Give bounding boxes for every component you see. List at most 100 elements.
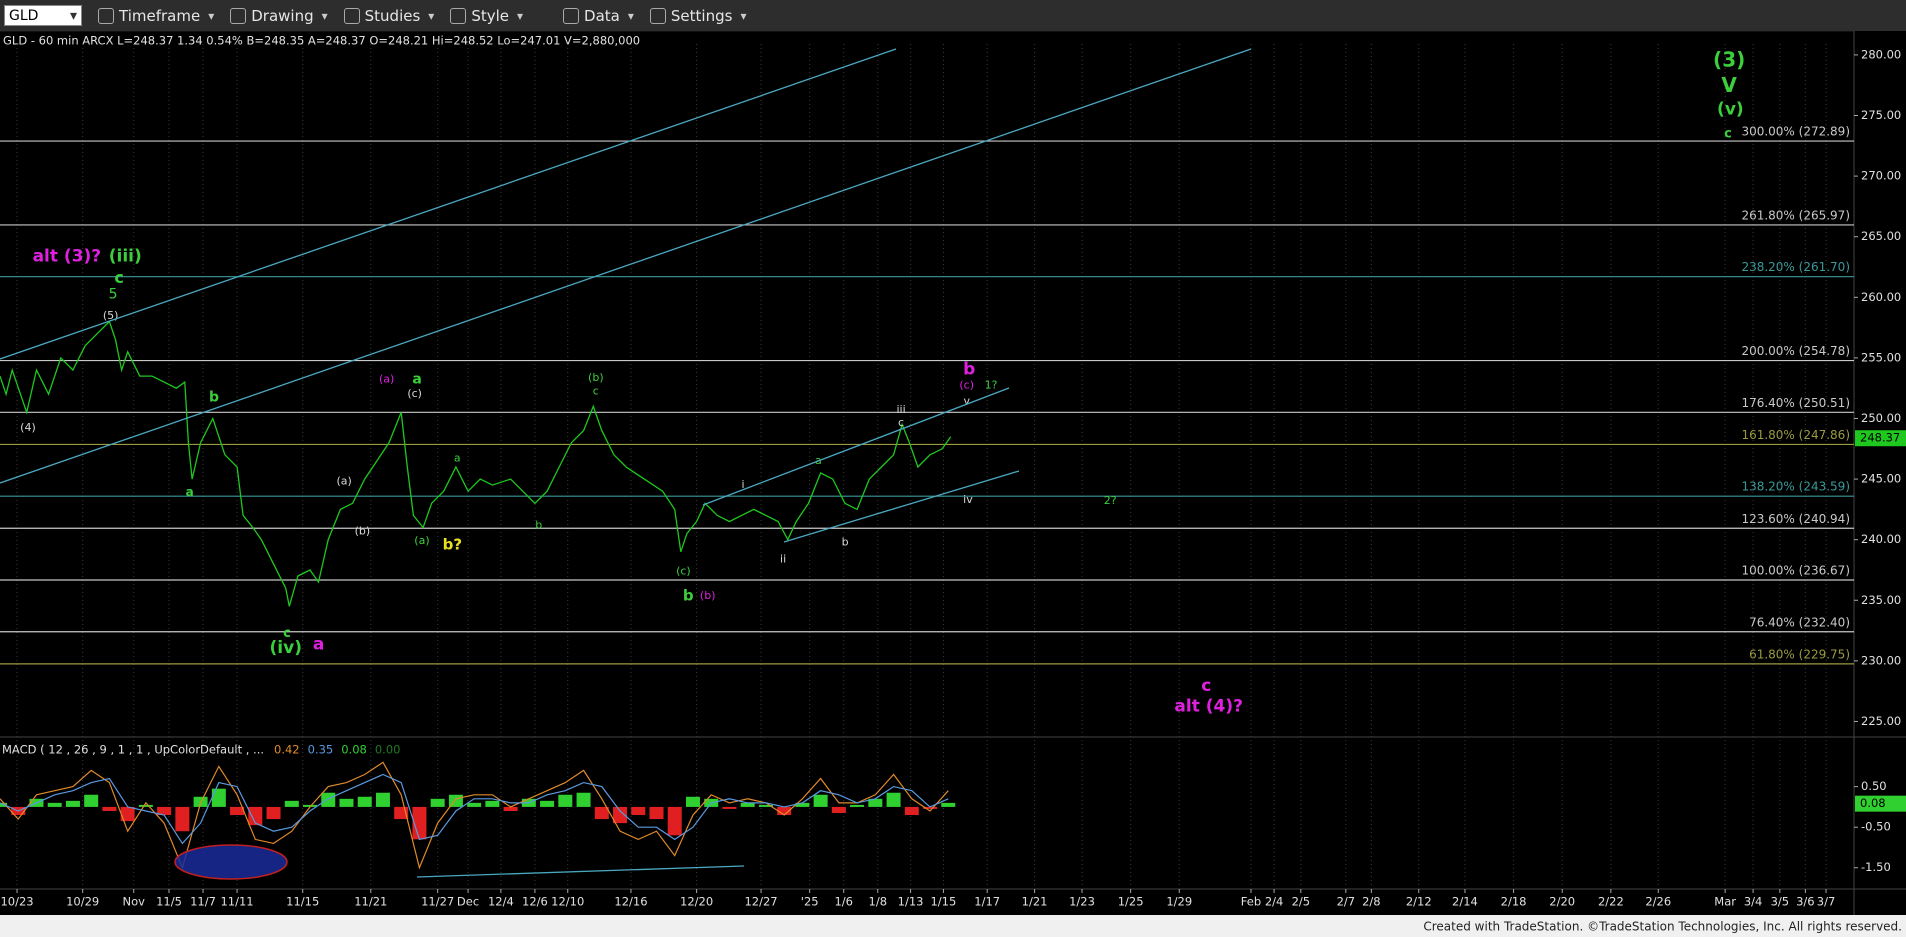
fib-label: 238.20% (261.70) <box>1741 260 1850 274</box>
x-tick-label: 1/6 <box>834 895 853 909</box>
y-tick-label: 250.00 <box>1861 411 1901 425</box>
macd-legend-value: 0.08 <box>341 743 367 757</box>
wave-label: (a) <box>336 475 351 488</box>
histogram-bar <box>211 788 226 807</box>
x-tick-label: Nov <box>123 895 146 909</box>
toolbar-button[interactable]: Settings <box>650 7 747 25</box>
x-tick-label: Feb <box>1241 895 1261 909</box>
y-tick-label: 240.00 <box>1861 532 1901 546</box>
trend-line <box>702 387 1010 506</box>
histogram-bar <box>138 804 153 807</box>
x-tick-label: 2/8 <box>1362 895 1381 909</box>
x-tick-label: 12/27 <box>744 895 777 909</box>
x-tick-label: 2/5 <box>1292 895 1311 909</box>
x-tick-label: 12/4 <box>488 895 514 909</box>
histogram-bar <box>923 806 938 809</box>
drawings <box>0 48 1252 880</box>
wave-label: c <box>898 416 904 429</box>
histogram-bar <box>284 800 299 807</box>
toolbar-button[interactable]: Style <box>450 7 523 25</box>
x-tick-label: 3/5 <box>1771 895 1790 909</box>
histogram-bar <box>65 800 80 807</box>
wave-label: c <box>283 626 291 641</box>
last-price-label: 248.37 <box>1860 431 1900 445</box>
footer: Created with TradeStation. ©TradeStation… <box>1423 920 1902 934</box>
histogram-bar <box>120 806 135 822</box>
histogram-bar <box>576 792 591 807</box>
wave-label: c <box>1724 126 1732 141</box>
histogram-bar <box>84 794 99 807</box>
fib-label: 200.00% (254.78) <box>1741 344 1850 358</box>
histogram-bar <box>831 806 846 813</box>
wave-label: (a) <box>414 534 429 547</box>
wave-label: b <box>683 586 694 604</box>
histogram-bar <box>157 806 172 816</box>
histogram-bar <box>667 806 682 836</box>
x-tick-label: 11/15 <box>286 895 319 909</box>
macd-line <box>0 773 949 845</box>
x-tick-label: 2/14 <box>1452 895 1478 909</box>
histogram-bar <box>941 802 956 807</box>
toolbar-button[interactable]: Drawing <box>230 7 327 25</box>
histogram-bar <box>467 802 482 807</box>
symbol-header: GLD - 60 min ARCX L=248.37 1.34 0.54% B=… <box>3 34 640 48</box>
wave-label: (iii) <box>109 247 142 267</box>
x-tick-label: '25 <box>801 895 819 909</box>
x-tick-label: 1/25 <box>1118 895 1144 909</box>
wave-label: V <box>1721 73 1737 97</box>
trend-line <box>783 470 1020 543</box>
x-tick-label: 10/23 <box>0 895 33 909</box>
histogram-bar <box>631 806 646 816</box>
x-tick-label: 12/20 <box>680 895 713 909</box>
y-tick-label: 260.00 <box>1861 290 1901 304</box>
x-tick-label: 1/13 <box>898 895 924 909</box>
footer-bar <box>0 915 1906 937</box>
wave-label: (b) <box>700 589 716 602</box>
histogram-bar <box>904 806 919 816</box>
wave-label: b <box>209 390 219 406</box>
toolbar-button[interactable]: Studies <box>344 7 435 25</box>
y-tick-label: -1.50 <box>1861 860 1891 874</box>
toolbar-button[interactable]: Data <box>563 7 634 25</box>
trend-line <box>0 48 897 360</box>
y-tick-label: 255.00 <box>1861 350 1901 364</box>
histogram-bar <box>850 804 865 807</box>
y-tick-label: 230.00 <box>1861 653 1901 667</box>
symbol-box[interactable]: GLD <box>4 5 82 27</box>
x-tick-label: 1/8 <box>869 895 888 909</box>
wave-label: i <box>741 478 744 491</box>
wave-label: (4) <box>20 421 36 434</box>
x-tick-label: 3/7 <box>1817 895 1836 909</box>
y-tick-label: 245.00 <box>1861 472 1901 486</box>
axis-background <box>1854 31 1906 901</box>
wave-label: 2? <box>1104 494 1117 507</box>
x-tick-label: 2/7 <box>1337 895 1356 909</box>
toolbar-button[interactable]: Timeframe <box>98 7 214 25</box>
wave-label: (c) <box>959 378 974 391</box>
wave-label: c <box>114 268 123 287</box>
x-tick-label: 10/29 <box>66 895 99 909</box>
x-tick-label: 1/29 <box>1166 895 1192 909</box>
wave-label: b <box>842 535 849 548</box>
x-tick-label: 2/22 <box>1598 895 1624 909</box>
histogram-bar <box>503 806 518 811</box>
wave-label: b? <box>443 535 462 553</box>
x-tick-label: 11/7 <box>190 895 216 909</box>
wave-label: (b) <box>588 371 604 384</box>
x-tick-label: 1/23 <box>1069 895 1095 909</box>
histogram-bar <box>248 806 263 826</box>
wave-label: 5 <box>109 286 118 302</box>
histogram-bar <box>685 796 700 807</box>
wave-label: b <box>535 518 542 531</box>
histogram-bar <box>175 806 190 832</box>
x-tick-label: Mar <box>1714 895 1736 909</box>
histogram-bar <box>266 806 281 820</box>
wave-label: alt (4)? <box>1174 696 1243 716</box>
macd-title: MACD ( 12 , 26 , 9 , 1 , 1 , UpColorDefa… <box>2 743 264 757</box>
wave-label: (b) <box>355 524 371 537</box>
highlight-ellipse <box>174 844 288 880</box>
toolbar: GLD Timeframe Drawing Studies Style Data… <box>0 0 1906 32</box>
x-tick-label: 2/4 <box>1265 895 1284 909</box>
histogram-bar <box>412 806 427 840</box>
macd-legend-value: 0.35 <box>308 743 334 757</box>
